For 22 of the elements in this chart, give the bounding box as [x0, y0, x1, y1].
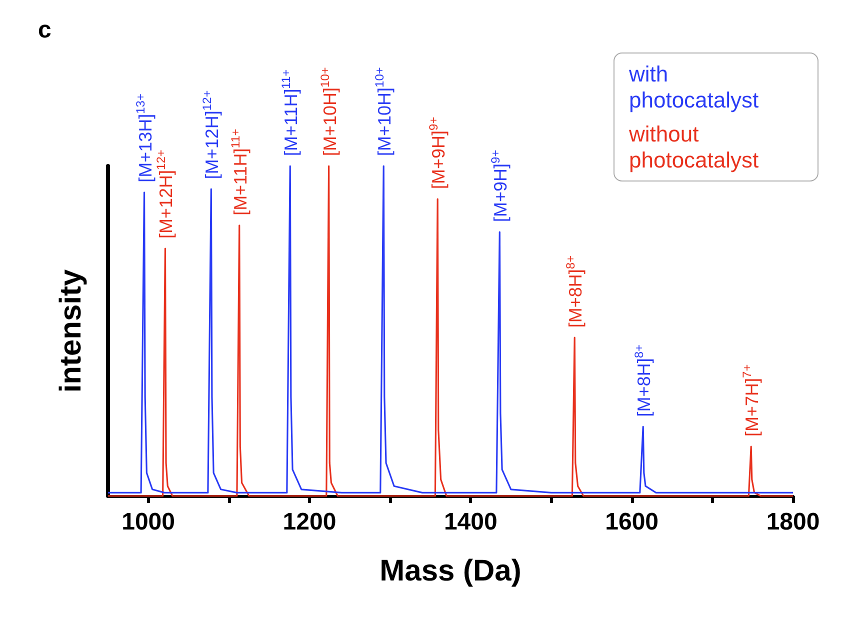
- annotation: [M+11H]11+: [279, 69, 302, 156]
- text: c: [38, 16, 52, 44]
- annotation: [M+10H]10+: [372, 67, 395, 156]
- text: without photocatalyst: [628, 122, 759, 172]
- annotation: [M+9H]9+: [426, 116, 449, 189]
- annotation: [M+12H]12+: [200, 90, 222, 180]
- annotation: [M+8H]8+: [632, 344, 654, 417]
- annotation: [M+13H]13+: [133, 94, 156, 182]
- x-tick-label: 1600: [605, 508, 659, 536]
- x-tick-label: 1800: [766, 508, 820, 536]
- x-tick-label: 1400: [444, 508, 498, 536]
- x-tick-label: 1200: [282, 508, 336, 536]
- text: with photocatalyst: [628, 62, 759, 112]
- x-axis-title: Mass (Da): [380, 554, 522, 588]
- annotation: [M+9H]9+: [488, 150, 511, 222]
- annotation: [M+12H]12+: [154, 150, 176, 238]
- y-axis-title: intensity: [54, 269, 88, 393]
- annotation: [M+7H]7+: [740, 364, 762, 436]
- annotation: [M+10H]10+: [318, 67, 340, 156]
- annotation: [M+11H]11+: [228, 128, 250, 216]
- annotation: [M+8H]8+: [564, 255, 586, 328]
- x-tick-label: 1000: [122, 508, 175, 536]
